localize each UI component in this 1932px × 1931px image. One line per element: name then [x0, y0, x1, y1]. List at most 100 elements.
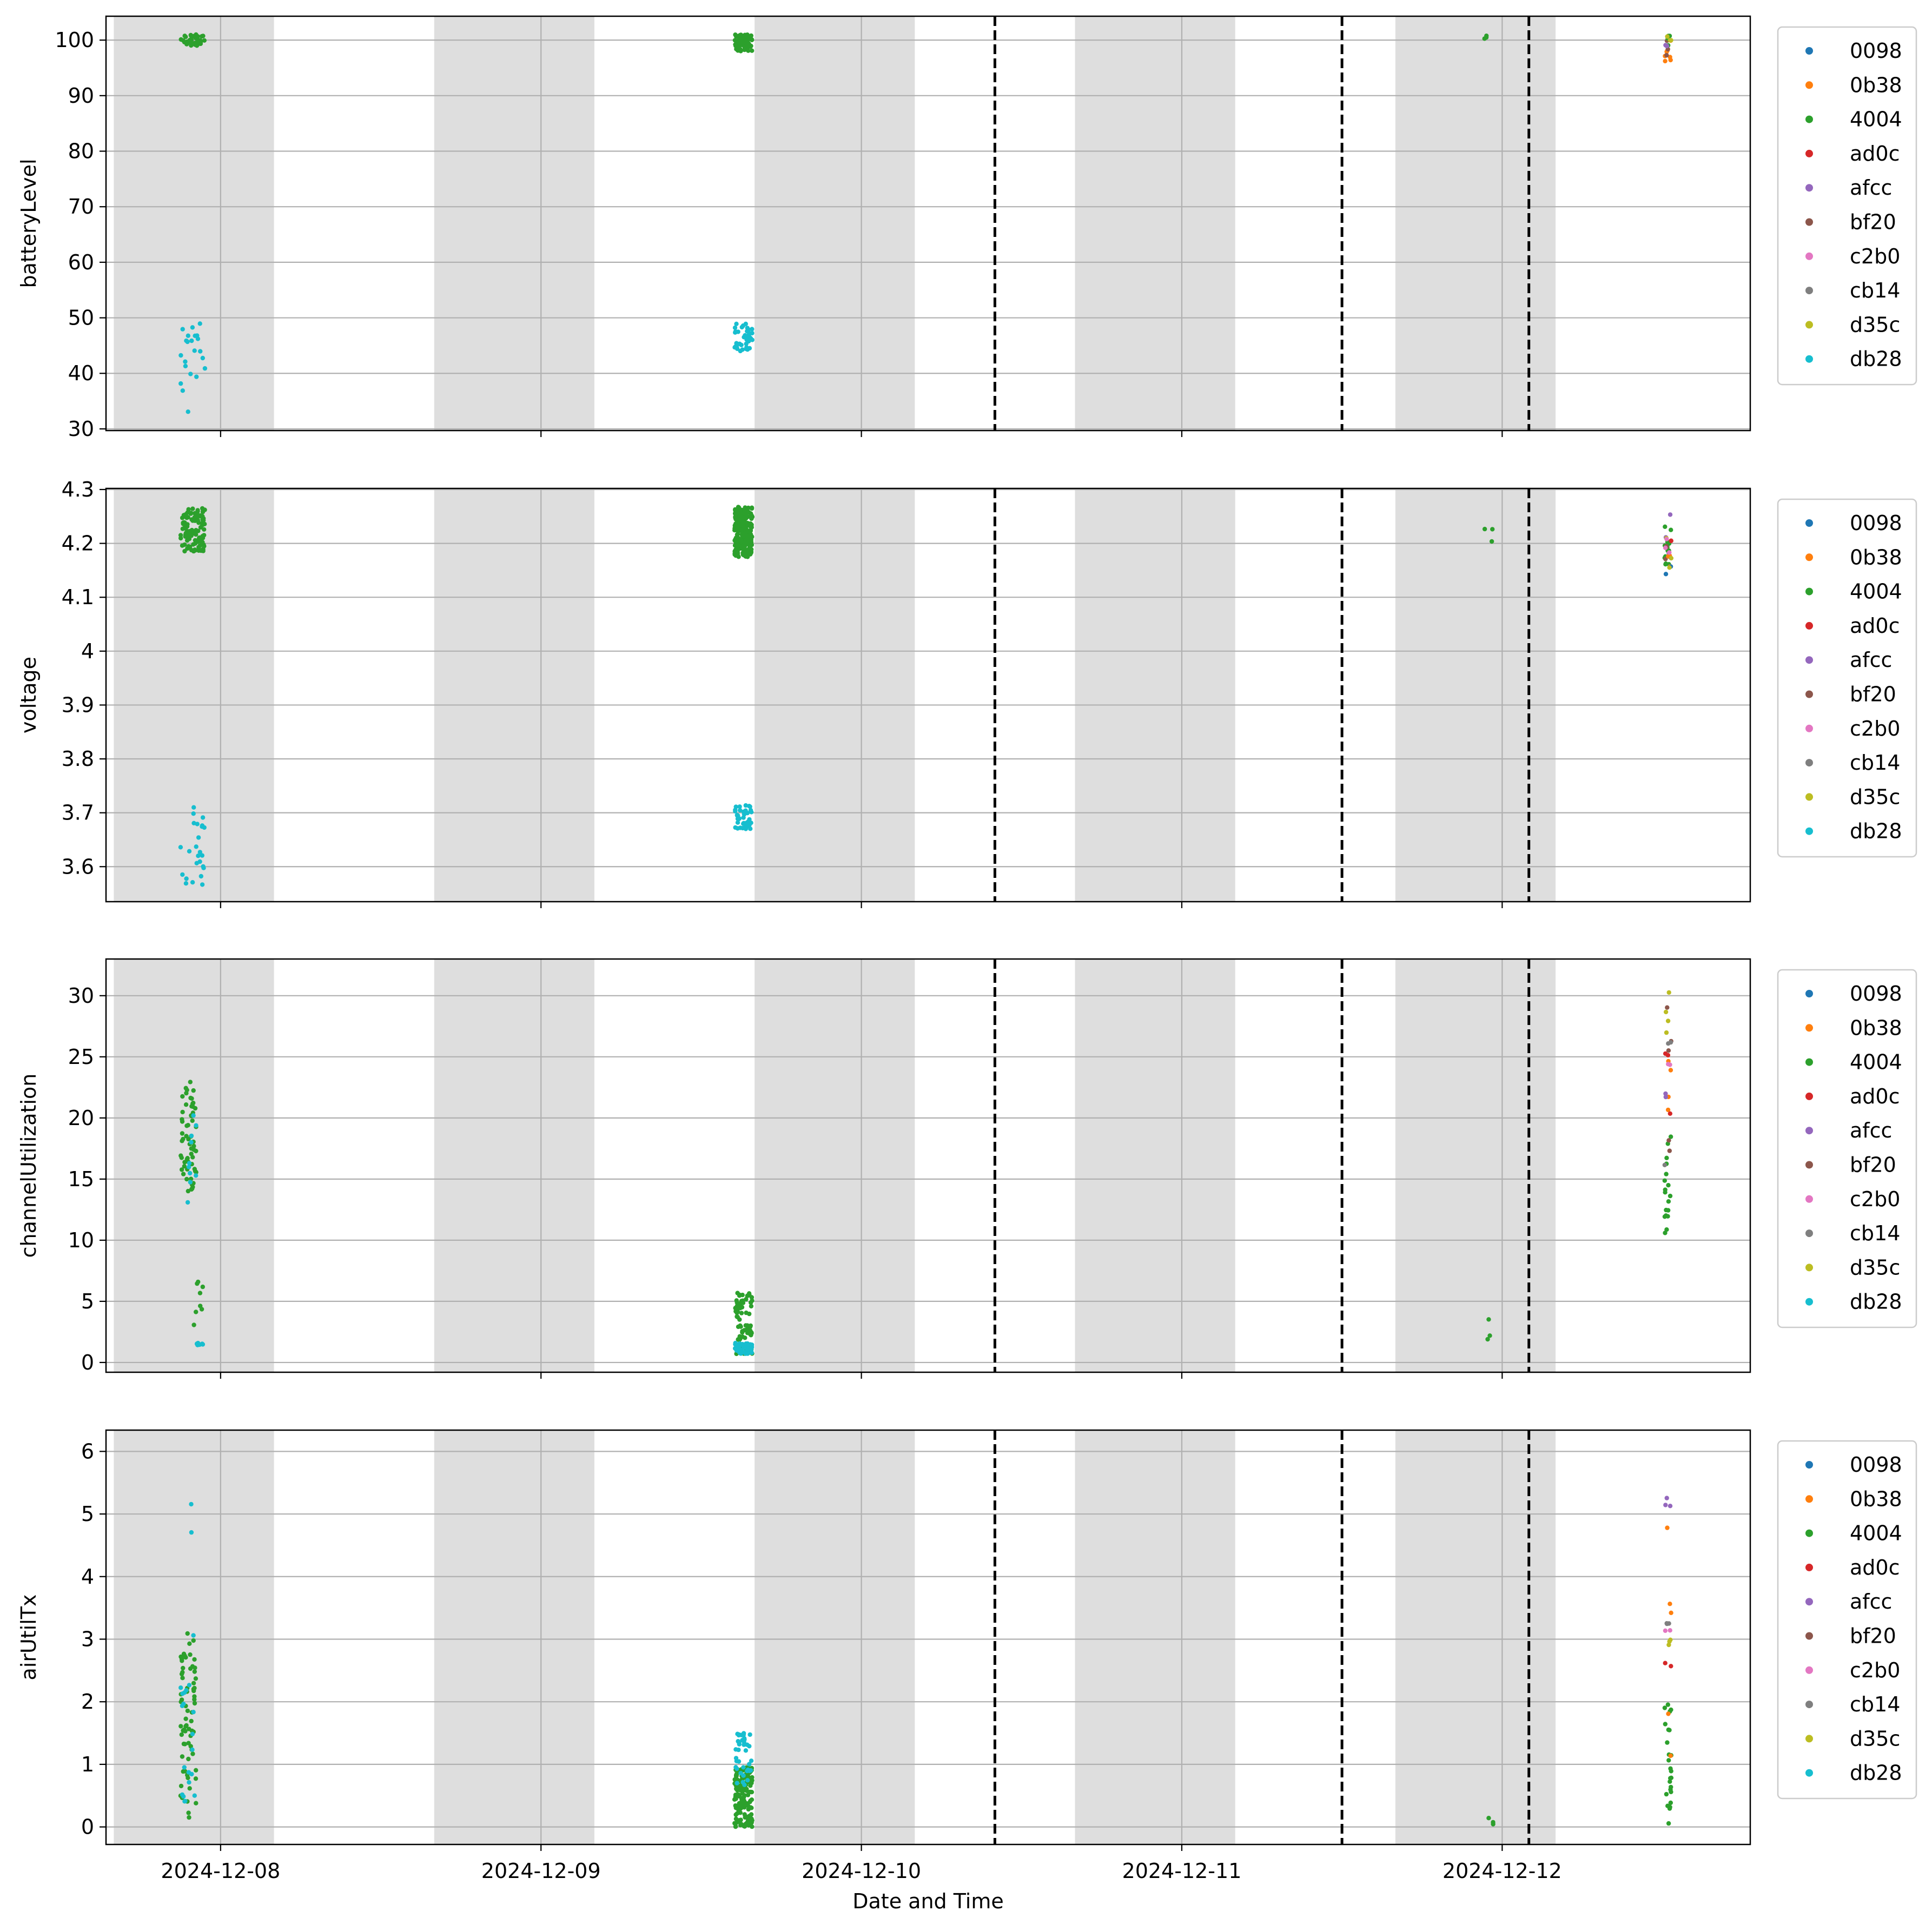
- data-point-4004: [1666, 1727, 1671, 1732]
- y-axis-label: batteryLevel: [17, 158, 41, 288]
- data-point-4004: [178, 37, 183, 42]
- data-point-db28: [190, 1731, 195, 1736]
- data-point-4004: [180, 1670, 185, 1675]
- night-band: [1075, 959, 1235, 1372]
- y-axis-label: voltage: [17, 657, 41, 733]
- data-point-db28: [741, 1773, 746, 1778]
- data-point-4004: [194, 1801, 199, 1806]
- data-point-4004: [749, 37, 755, 43]
- data-point-4004: [179, 1657, 184, 1662]
- data-point-4004: [1482, 526, 1487, 532]
- legend-marker-4004: [1805, 115, 1813, 123]
- legend-marker-bf20: [1805, 1161, 1813, 1169]
- data-point-4004: [198, 38, 203, 43]
- legend-label-d35c: d35c: [1850, 1727, 1900, 1750]
- data-point-4004: [180, 1676, 185, 1681]
- legend-marker-c2b0: [1805, 1666, 1813, 1674]
- data-point-db28: [733, 1747, 738, 1752]
- data-point-4004: [189, 1718, 194, 1724]
- data-point-4004: [182, 548, 187, 554]
- legend-marker-afcc: [1805, 656, 1813, 664]
- plot-area: [106, 488, 1750, 902]
- data-point-4004: [182, 1160, 187, 1165]
- data-point-db28: [189, 1502, 194, 1507]
- data-point-4004: [734, 1771, 739, 1776]
- data-point-4004: [739, 1804, 745, 1809]
- legend-marker-db28: [1805, 1769, 1813, 1777]
- legend-label-ad0c: ad0c: [1850, 614, 1900, 638]
- data-point-db28: [178, 845, 183, 850]
- data-point-4004: [746, 536, 752, 541]
- data-point-db28: [749, 1346, 754, 1351]
- data-point-4004: [1664, 1227, 1669, 1232]
- data-point-db28: [190, 880, 195, 885]
- y-tick-label: 4: [81, 639, 94, 663]
- data-point-4004: [749, 1781, 754, 1785]
- data-point-db28: [749, 336, 753, 341]
- legend-frame: [1777, 498, 1917, 858]
- data-point-db28: [743, 1742, 747, 1747]
- data-point-db28: [737, 1741, 742, 1745]
- data-point-4004: [735, 1314, 739, 1319]
- night-band: [434, 488, 594, 902]
- data-point-4004: [745, 1293, 750, 1298]
- data-point-db28: [735, 826, 740, 831]
- data-point-4004: [194, 40, 199, 45]
- data-point-4004: [190, 1751, 195, 1756]
- data-point-4004: [733, 1824, 738, 1829]
- data-point-0b38: [1666, 1711, 1671, 1716]
- data-point-db28: [735, 813, 740, 818]
- legend-marker-4004: [1805, 1058, 1813, 1066]
- data-point-db28: [189, 338, 194, 343]
- data-point-4004: [180, 1109, 185, 1115]
- data-point-db28: [738, 1350, 744, 1355]
- data-point-4004: [742, 508, 747, 513]
- data-point-db28: [744, 341, 749, 346]
- data-point-4004: [180, 1094, 185, 1099]
- data-point-4004: [733, 1821, 739, 1826]
- data-point-db28: [746, 330, 752, 335]
- data-point-db28: [182, 1765, 187, 1770]
- data-point-db28: [741, 815, 746, 820]
- data-point-db28: [749, 1758, 754, 1763]
- legend-marker-afcc: [1805, 1127, 1813, 1135]
- data-point-4004: [179, 1732, 184, 1737]
- legend-label-cb14: cb14: [1850, 751, 1900, 775]
- data-point-4004: [202, 38, 207, 43]
- data-point-4004: [740, 521, 745, 526]
- data-point-db28: [193, 333, 197, 338]
- data-point-db28: [734, 321, 739, 326]
- data-point-4004: [1485, 1337, 1490, 1342]
- data-point-cb14: [1666, 1041, 1671, 1046]
- data-point-db28: [196, 835, 201, 840]
- data-point-db28: [184, 876, 189, 881]
- data-point-c2b0: [1664, 537, 1669, 541]
- data-point-4004: [743, 1822, 748, 1827]
- data-point-ad0c: [1669, 538, 1673, 543]
- data-point-4004: [737, 36, 742, 41]
- data-point-db28: [748, 1342, 753, 1347]
- data-point-4004: [191, 1322, 196, 1327]
- legend-marker-0b38: [1805, 1024, 1813, 1032]
- data-point-4004: [186, 1123, 190, 1128]
- data-point-4004: [183, 34, 188, 39]
- data-point-4004: [744, 1310, 749, 1315]
- data-point-4004: [183, 534, 188, 539]
- legend-label-bf20: bf20: [1850, 210, 1896, 234]
- data-point-db28: [740, 1780, 745, 1785]
- data-point-4004: [187, 532, 191, 537]
- data-point-db28: [194, 1123, 199, 1128]
- data-point-db28: [195, 822, 200, 826]
- data-point-4004: [738, 1810, 743, 1815]
- data-point-4004: [1664, 1155, 1669, 1160]
- legend-marker-d35c: [1805, 1735, 1813, 1743]
- legend-label-afcc: afcc: [1850, 1590, 1892, 1613]
- legend-label-db28: db28: [1850, 347, 1902, 371]
- data-point-db28: [740, 323, 746, 328]
- data-point-db28: [192, 348, 197, 353]
- data-point-4004: [188, 1744, 193, 1749]
- data-point-db28: [189, 1133, 194, 1139]
- data-point-4004: [1668, 1800, 1673, 1806]
- data-point-c2b0: [1667, 550, 1672, 555]
- legend-label-db28: db28: [1850, 1290, 1902, 1314]
